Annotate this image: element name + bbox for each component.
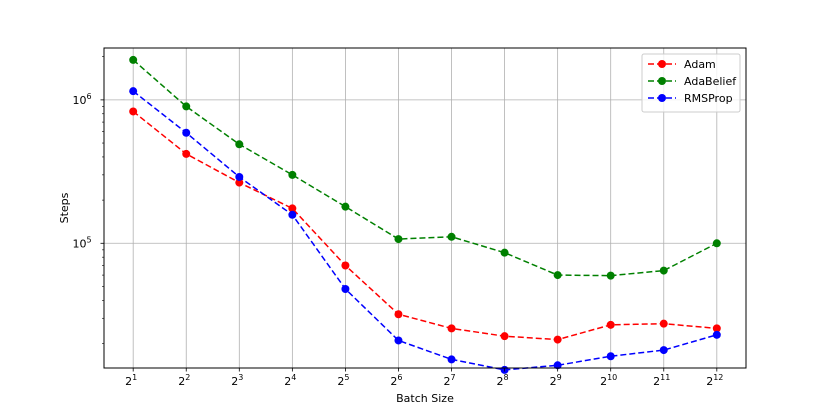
data-point xyxy=(129,87,138,96)
data-point xyxy=(129,55,138,64)
series-lines xyxy=(129,55,721,374)
x-tick-label: 211 xyxy=(653,373,670,388)
data-point xyxy=(394,310,403,319)
legend: Adam AdaBelief RMSProp xyxy=(641,53,741,113)
data-point xyxy=(235,178,244,187)
data-point xyxy=(447,324,456,333)
x-tick-label: 21 xyxy=(125,373,137,388)
series-line xyxy=(132,90,718,371)
y-tick-label: 106 xyxy=(72,92,91,107)
x-tick-label: 28 xyxy=(497,373,509,388)
data-point xyxy=(606,271,615,280)
data-point xyxy=(394,336,403,345)
data-point xyxy=(182,128,191,137)
data-point xyxy=(659,266,668,275)
data-point xyxy=(182,149,191,158)
x-tick-label: 25 xyxy=(337,373,349,388)
series-line xyxy=(132,59,718,277)
data-point xyxy=(712,330,721,339)
data-point xyxy=(288,204,297,213)
x-tick-label: 23 xyxy=(231,373,243,388)
data-point xyxy=(447,232,456,241)
data-point xyxy=(553,361,562,370)
legend-marker xyxy=(658,77,666,85)
data-point xyxy=(235,172,244,181)
data-point xyxy=(606,320,615,329)
data-point xyxy=(341,261,350,270)
series-line xyxy=(132,110,717,341)
data-point xyxy=(341,202,350,211)
y-axis-label: Steps xyxy=(58,192,71,223)
legend-label: RMSProp xyxy=(684,92,733,105)
data-point xyxy=(500,332,509,341)
legend-marker xyxy=(658,60,666,68)
legend-marker xyxy=(658,94,666,102)
data-point xyxy=(659,346,668,355)
x-tick-label: 29 xyxy=(550,373,562,388)
legend-label: Adam xyxy=(684,58,716,71)
x-axis-label: Batch Size xyxy=(396,392,454,405)
x-tick-label: 26 xyxy=(390,373,402,388)
data-point xyxy=(447,355,456,364)
data-point xyxy=(182,102,191,111)
data-point xyxy=(712,324,721,333)
data-point xyxy=(659,319,668,328)
data-point xyxy=(235,140,244,149)
data-point xyxy=(553,271,562,280)
data-point xyxy=(288,210,297,219)
data-point xyxy=(606,352,615,361)
x-tick-label: 210 xyxy=(600,373,617,388)
data-point xyxy=(712,239,721,248)
x-tick-label: 24 xyxy=(284,373,296,388)
x-tick-label: 27 xyxy=(443,373,455,388)
data-point xyxy=(288,170,297,179)
data-point xyxy=(500,248,509,257)
y-tick-label: 105 xyxy=(72,235,91,250)
x-tick-label: 212 xyxy=(706,373,723,388)
x-tick-label: 22 xyxy=(178,373,190,388)
data-point xyxy=(394,235,403,244)
plot-area-frame xyxy=(103,47,747,369)
data-point xyxy=(129,107,138,116)
data-point xyxy=(553,335,562,344)
data-point xyxy=(341,284,350,293)
legend-label: AdaBelief xyxy=(684,75,737,88)
